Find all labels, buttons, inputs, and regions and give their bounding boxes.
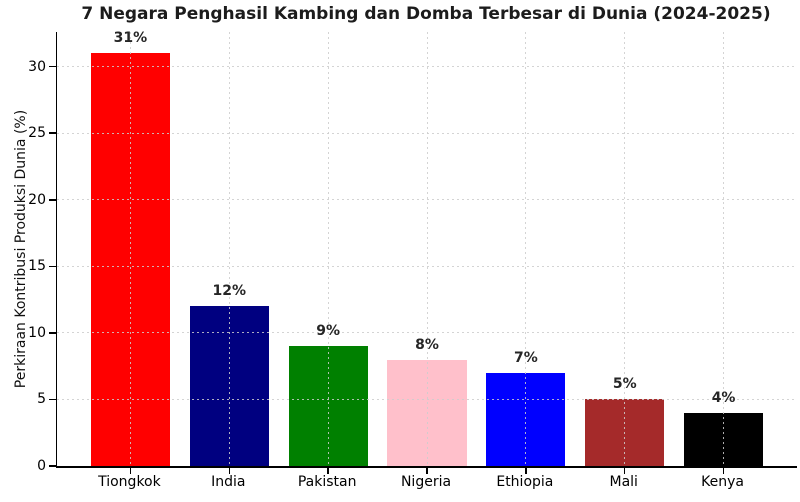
x-tick-mark bbox=[228, 468, 231, 474]
bar-kenya bbox=[684, 412, 764, 466]
chart-title: 7 Negara Penghasil Kambing dan Domba Ter… bbox=[81, 4, 771, 24]
y-tick-mark bbox=[49, 199, 56, 201]
x-tick-mark bbox=[722, 468, 725, 474]
y-tick-label: 10 bbox=[28, 324, 46, 341]
y-tick-label: 25 bbox=[28, 125, 46, 142]
x-tick-mark bbox=[426, 468, 428, 474]
bar-value-label: 8% bbox=[415, 336, 439, 353]
x-tick-label-tiongkok: Tiongkok bbox=[98, 474, 161, 490]
bar-pakistan bbox=[288, 346, 368, 466]
bar-value-label: 5% bbox=[612, 376, 637, 393]
y-tick-label: 5 bbox=[37, 391, 46, 408]
y-tick-mark bbox=[49, 332, 56, 334]
bar-nigeria bbox=[387, 359, 467, 466]
x-tick-mark bbox=[525, 468, 527, 474]
y-axis-label: Perkiraan Kontribusi Produksi Dunia (%) bbox=[13, 109, 29, 389]
bar-tiongkok bbox=[90, 53, 170, 466]
y-tick-mark bbox=[49, 265, 56, 268]
bar-value-label: 31% bbox=[113, 30, 148, 47]
bar-value-label: 9% bbox=[316, 323, 341, 340]
x-tick-label-mali: Mali bbox=[609, 474, 638, 490]
plot-area: 31% 12% 9% 8% 7% 5% 4% 0 5 10 15 20 25 30 bbox=[28, 30, 797, 474]
bar-slot-india: 12% bbox=[180, 32, 279, 474]
y-tick-label: 15 bbox=[28, 258, 46, 275]
y-tick-mark bbox=[49, 398, 56, 401]
y-tick-mark bbox=[49, 132, 56, 134]
x-tick-label-pakistan: Pakistan bbox=[297, 474, 357, 490]
bar-slot-ethiopia: 7% bbox=[476, 32, 575, 474]
bar-india bbox=[189, 306, 269, 466]
bar-ethiopia bbox=[486, 372, 566, 466]
y-tick-label: 20 bbox=[28, 191, 46, 208]
bar-mali bbox=[585, 399, 665, 466]
y-tick-mark bbox=[49, 65, 56, 68]
x-tick-mark bbox=[129, 468, 132, 474]
x-tick-mark bbox=[327, 468, 329, 474]
bar-slot-pakistan: 9% bbox=[279, 32, 378, 474]
x-tick-label-nigeria: Nigeria bbox=[400, 474, 452, 490]
bar-value-label: 4% bbox=[711, 389, 736, 406]
x-tick-label-kenya: Kenya bbox=[701, 474, 744, 490]
y-tick-label: 30 bbox=[28, 58, 46, 75]
y-tick-mark bbox=[49, 465, 56, 467]
bar-value-label: 7% bbox=[513, 349, 538, 366]
bar-slot-tiongkok: 31% bbox=[81, 30, 180, 474]
x-tick-mark bbox=[623, 468, 626, 474]
bar-slot-kenya: 4% bbox=[674, 32, 773, 474]
bar-slot-nigeria: 8% bbox=[378, 32, 477, 474]
x-tick-label-india: India bbox=[211, 474, 246, 490]
x-tick-label-ethiopia: Ethiopia bbox=[496, 474, 554, 490]
bars-row: 31% 12% 9% 8% 7% 5% 4% bbox=[57, 30, 797, 474]
x-tick-labels: Tiongkok India Pakistan Nigeria Ethiopia Mali… bbox=[56, 474, 796, 490]
bar-value-label: 12% bbox=[212, 283, 247, 300]
y-tick-label: 0 bbox=[37, 458, 46, 474]
bar-slot-mali: 5% bbox=[575, 32, 674, 474]
